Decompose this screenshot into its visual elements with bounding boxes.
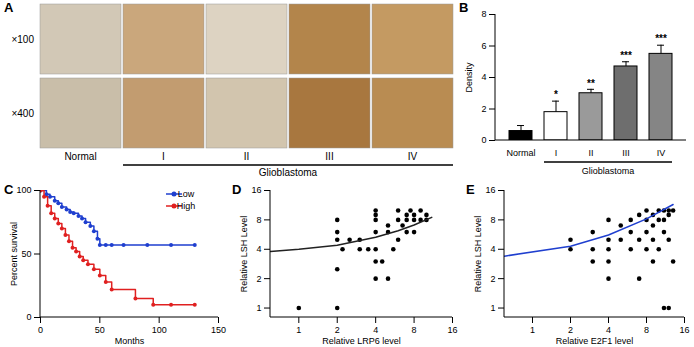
svg-text:Relative E2F1 level: Relative E2F1 level bbox=[556, 336, 634, 346]
svg-text:I: I bbox=[555, 148, 558, 158]
svg-text:Normal: Normal bbox=[506, 148, 535, 158]
html-text:B: B bbox=[459, 0, 469, 15]
svg-text:2: 2 bbox=[481, 104, 486, 114]
html-text:C: C bbox=[4, 182, 14, 197]
svg-text:16: 16 bbox=[251, 185, 261, 195]
svg-text:6: 6 bbox=[481, 41, 486, 51]
svg-text:4: 4 bbox=[256, 244, 261, 254]
svg-text:Density: Density bbox=[464, 62, 474, 93]
svg-text:III: III bbox=[622, 148, 630, 158]
svg-text:**: ** bbox=[587, 78, 595, 89]
svg-text:100: 100 bbox=[16, 185, 31, 195]
svg-text:*: * bbox=[554, 89, 558, 100]
svg-text:***: *** bbox=[655, 33, 667, 44]
svg-text:16: 16 bbox=[485, 185, 495, 195]
svg-text:50: 50 bbox=[21, 249, 31, 259]
svg-text:I: I bbox=[162, 151, 165, 162]
svg-text:0: 0 bbox=[26, 312, 31, 322]
svg-text:Relative LSH Level: Relative LSH Level bbox=[239, 216, 249, 293]
svg-text:Relative LRP6 level: Relative LRP6 level bbox=[322, 336, 401, 346]
svg-text:Relative LSH Level: Relative LSH Level bbox=[473, 216, 483, 293]
svg-text:0: 0 bbox=[38, 325, 43, 335]
svg-text:150: 150 bbox=[211, 325, 226, 335]
svg-text:III: III bbox=[325, 151, 333, 162]
svg-text:Normal: Normal bbox=[64, 151, 96, 162]
svg-text:16: 16 bbox=[447, 325, 457, 335]
svg-text:II: II bbox=[244, 151, 250, 162]
html-text:D: D bbox=[232, 182, 242, 197]
svg-text:1: 1 bbox=[490, 303, 495, 313]
svg-text:***: *** bbox=[620, 50, 632, 61]
svg-text:2: 2 bbox=[256, 274, 261, 284]
svg-text:0: 0 bbox=[481, 135, 486, 145]
svg-text:×400: ×400 bbox=[11, 108, 34, 119]
svg-text:8: 8 bbox=[490, 215, 495, 225]
svg-text:8: 8 bbox=[644, 325, 649, 335]
svg-text:Percent survival: Percent survival bbox=[9, 222, 19, 286]
svg-text:4: 4 bbox=[606, 325, 611, 335]
svg-text:2: 2 bbox=[490, 274, 495, 284]
svg-text:4: 4 bbox=[490, 244, 495, 254]
svg-text:High: High bbox=[177, 201, 196, 211]
svg-text:×100: ×100 bbox=[11, 34, 34, 45]
svg-text:Glioblastoma: Glioblastoma bbox=[259, 167, 318, 178]
svg-text:1: 1 bbox=[530, 325, 535, 335]
svg-text:1: 1 bbox=[296, 325, 301, 335]
svg-text:2: 2 bbox=[335, 325, 340, 335]
svg-text:4: 4 bbox=[481, 72, 486, 82]
svg-text:IV: IV bbox=[408, 151, 418, 162]
svg-text:8: 8 bbox=[256, 215, 261, 225]
svg-text:100: 100 bbox=[152, 325, 167, 335]
svg-text:8: 8 bbox=[412, 325, 417, 335]
svg-text:8: 8 bbox=[481, 9, 486, 19]
svg-text:50: 50 bbox=[95, 325, 105, 335]
svg-text:Months: Months bbox=[115, 336, 145, 346]
svg-text:2: 2 bbox=[568, 325, 573, 335]
html-text:A: A bbox=[4, 0, 14, 15]
svg-text:1: 1 bbox=[256, 303, 261, 313]
svg-text:4: 4 bbox=[373, 325, 378, 335]
html-text:E: E bbox=[466, 182, 475, 197]
svg-text:16: 16 bbox=[679, 325, 689, 335]
svg-text:IV: IV bbox=[657, 148, 666, 158]
svg-text:II: II bbox=[588, 148, 593, 158]
svg-text:Low: Low bbox=[178, 189, 195, 199]
svg-text:Glioblastoma: Glioblastoma bbox=[582, 166, 635, 176]
